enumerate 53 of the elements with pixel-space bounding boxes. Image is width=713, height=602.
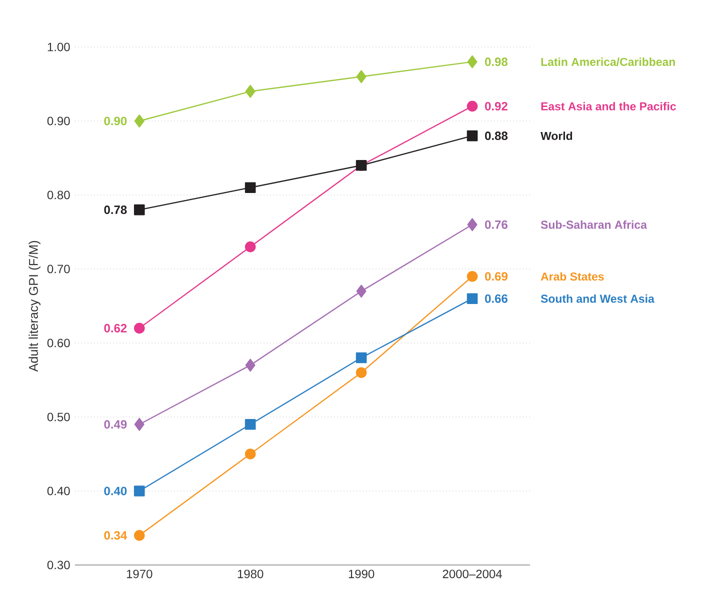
y-tick-label: 0.60 [47,338,70,348]
data-label: 0.69 [485,272,508,281]
point [466,130,478,142]
x-tick-label: 1990 [348,570,374,578]
point [244,241,256,252]
data-label: 0.66 [485,294,508,303]
point [134,322,145,334]
point [244,448,256,460]
point [466,270,478,282]
point [466,293,478,304]
text: World [540,132,572,140]
point [244,182,256,193]
data-label: 0.92 [485,102,508,110]
y-tick-label: 0.30 [47,560,70,570]
y-tick-label: 1.00 [48,42,70,52]
point [467,218,478,232]
text: Arab States [540,272,604,281]
data-label: 0.40 [104,486,127,496]
data-label: 0.78 [104,206,127,214]
data-label: 0.98 [485,58,508,66]
text: South and West Asia [540,294,654,303]
y-tick-label: 0.50 [47,412,70,422]
data-label: 0.90 [104,116,127,126]
y-tick-label: 0.40 [47,486,70,496]
point [134,114,144,128]
data-label: 0.76 [485,220,508,229]
point [134,204,145,216]
y-axis-title: Adult literacy GPI (F/M) [28,240,40,372]
data-label: 0.34 [104,531,128,540]
point [245,358,256,372]
point [356,70,366,84]
data-label: 0.62 [104,324,127,332]
data-label: 0.49 [104,420,127,429]
text: East Asia and the Pacific [541,102,676,110]
point [134,486,145,496]
point [466,100,478,112]
text: Sub-Saharan Africa [540,220,648,229]
text: Latin America/Caribbean [541,58,675,66]
point [356,352,367,364]
y-tick-label: 0.90 [47,116,70,126]
point [356,284,366,298]
y-tick-label: 0.80 [47,190,70,200]
point [244,418,256,430]
x-tick-label: 1980 [238,570,264,578]
point [134,418,144,431]
x-tick-label: 1970 [126,570,152,578]
point [356,367,367,378]
data-label: 0.88 [485,132,508,140]
point [134,530,145,541]
point [467,55,478,68]
point [245,84,256,98]
y-tick-label: 0.70 [47,264,70,274]
x-tick-label: 2000–2004 [442,570,502,578]
